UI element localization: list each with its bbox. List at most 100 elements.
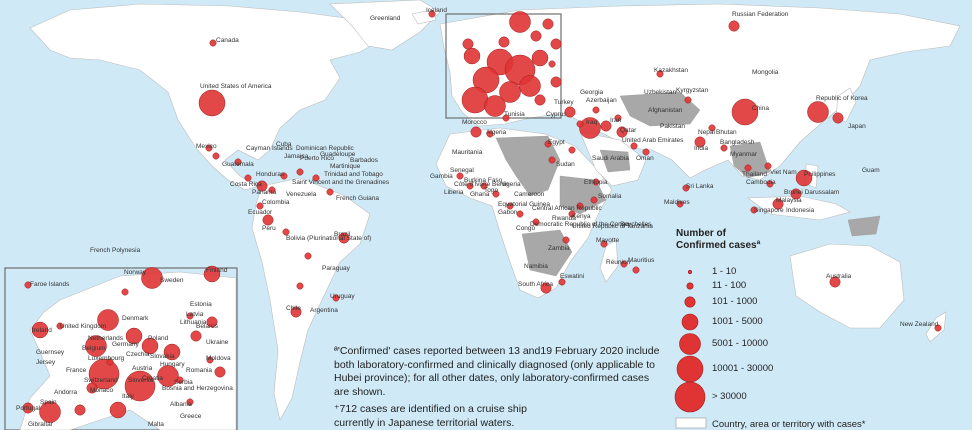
case-marker[interactable] (616, 126, 628, 138)
case-marker[interactable] (766, 180, 774, 188)
case-marker[interactable] (682, 184, 690, 192)
case-marker[interactable] (498, 36, 510, 48)
case-marker[interactable] (509, 11, 531, 33)
case-marker[interactable] (244, 174, 252, 182)
case-marker[interactable] (550, 38, 562, 50)
case-marker[interactable] (234, 158, 242, 166)
case-marker[interactable] (590, 196, 598, 204)
case-marker[interactable] (694, 136, 706, 148)
case-marker[interactable] (676, 200, 684, 208)
case-marker[interactable] (550, 76, 562, 88)
case-marker[interactable] (750, 206, 758, 214)
case-marker[interactable] (576, 120, 584, 128)
case-marker[interactable] (592, 178, 600, 186)
case-marker[interactable] (564, 106, 576, 118)
case-marker[interactable] (214, 366, 226, 378)
case-marker[interactable] (530, 30, 542, 42)
case-marker[interactable] (764, 162, 772, 170)
case-marker[interactable] (558, 278, 566, 286)
case-marker[interactable] (486, 130, 494, 138)
case-marker[interactable] (568, 210, 576, 218)
case-marker[interactable] (832, 112, 844, 124)
case-marker[interactable] (720, 144, 728, 152)
case-marker[interactable] (125, 327, 143, 345)
case-marker[interactable] (492, 190, 500, 198)
case-marker[interactable] (592, 106, 600, 114)
case-marker[interactable] (157, 365, 179, 387)
case-marker[interactable] (600, 240, 608, 248)
case-marker[interactable] (614, 114, 622, 122)
case-marker[interactable] (579, 117, 601, 139)
case-marker[interactable] (499, 81, 521, 103)
case-marker[interactable] (829, 276, 841, 288)
case-marker[interactable] (124, 370, 156, 402)
case-marker[interactable] (772, 198, 784, 210)
case-marker[interactable] (456, 172, 464, 180)
case-marker[interactable] (807, 101, 829, 123)
case-marker[interactable] (121, 288, 129, 296)
case-marker[interactable] (31, 321, 49, 339)
case-marker[interactable] (109, 401, 127, 419)
case-marker[interactable] (198, 89, 226, 117)
case-marker[interactable] (790, 188, 802, 200)
case-marker[interactable] (516, 210, 524, 218)
case-marker[interactable] (256, 180, 268, 192)
case-marker[interactable] (462, 38, 474, 50)
case-marker[interactable] (205, 144, 213, 152)
case-marker[interactable] (212, 152, 220, 160)
case-marker[interactable] (106, 358, 114, 366)
case-marker[interactable] (548, 156, 556, 164)
case-marker[interactable] (290, 306, 302, 318)
case-marker[interactable] (466, 182, 474, 190)
case-marker[interactable] (562, 236, 570, 244)
case-marker[interactable] (176, 376, 184, 384)
case-marker[interactable] (163, 343, 181, 361)
case-marker[interactable] (141, 337, 159, 355)
case-marker[interactable] (262, 214, 274, 226)
case-marker[interactable] (519, 75, 541, 97)
case-marker[interactable] (85, 335, 107, 357)
case-marker[interactable] (24, 281, 32, 289)
case-marker[interactable] (470, 126, 482, 138)
case-marker[interactable] (86, 382, 98, 394)
case-marker[interactable] (544, 140, 552, 148)
case-marker[interactable] (141, 267, 163, 289)
case-marker[interactable] (186, 398, 194, 406)
case-marker[interactable] (332, 294, 340, 302)
case-marker[interactable] (534, 94, 546, 106)
case-marker[interactable] (39, 401, 61, 423)
case-marker[interactable] (642, 148, 650, 156)
case-marker[interactable] (531, 49, 549, 67)
case-marker[interactable] (656, 70, 664, 78)
case-marker[interactable] (296, 282, 304, 290)
case-marker[interactable] (56, 322, 64, 330)
case-marker[interactable] (190, 330, 202, 342)
case-marker[interactable] (97, 309, 119, 331)
case-marker[interactable] (338, 232, 350, 244)
case-marker[interactable] (744, 164, 752, 172)
case-marker[interactable] (203, 265, 221, 283)
case-marker[interactable] (206, 316, 218, 328)
case-marker[interactable] (620, 260, 628, 268)
case-marker[interactable] (728, 20, 740, 32)
case-marker[interactable] (209, 39, 217, 47)
case-marker[interactable] (296, 168, 304, 176)
case-marker[interactable] (312, 174, 320, 182)
case-marker[interactable] (576, 202, 584, 210)
case-marker[interactable] (600, 120, 612, 132)
case-marker[interactable] (484, 95, 506, 117)
case-marker[interactable] (480, 182, 488, 190)
case-marker[interactable] (630, 142, 638, 150)
case-marker[interactable] (684, 96, 692, 104)
case-marker[interactable] (506, 202, 514, 210)
case-marker[interactable] (256, 202, 264, 210)
case-marker[interactable] (632, 266, 640, 274)
case-marker[interactable] (463, 47, 481, 65)
case-marker[interactable] (708, 124, 716, 132)
case-marker[interactable] (542, 18, 554, 30)
case-marker[interactable] (22, 402, 34, 414)
case-marker[interactable] (88, 358, 120, 390)
case-marker[interactable] (568, 146, 576, 154)
case-marker[interactable] (540, 282, 552, 294)
case-marker[interactable] (731, 98, 759, 126)
